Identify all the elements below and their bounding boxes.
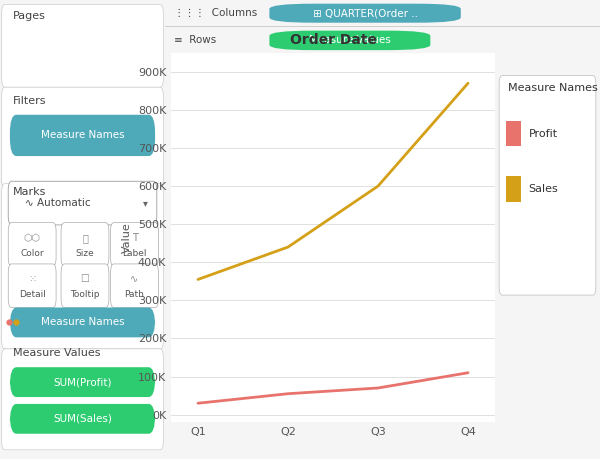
FancyBboxPatch shape bbox=[269, 4, 461, 22]
FancyBboxPatch shape bbox=[269, 31, 430, 50]
Text: ⋮⋮⋮  Columns: ⋮⋮⋮ Columns bbox=[174, 8, 257, 18]
Text: ∿: ∿ bbox=[130, 274, 139, 284]
Text: ▾: ▾ bbox=[143, 198, 148, 208]
FancyBboxPatch shape bbox=[499, 75, 596, 295]
Text: Tooltip: Tooltip bbox=[70, 290, 100, 299]
Text: Measure Values: Measure Values bbox=[309, 35, 391, 45]
Text: Color: Color bbox=[20, 249, 44, 258]
FancyBboxPatch shape bbox=[10, 115, 155, 156]
Text: Profit: Profit bbox=[529, 129, 558, 139]
FancyBboxPatch shape bbox=[2, 184, 163, 349]
Text: ∿ Automatic: ∿ Automatic bbox=[25, 198, 91, 208]
FancyBboxPatch shape bbox=[10, 404, 155, 434]
Y-axis label: Value: Value bbox=[122, 222, 132, 253]
Text: ☐: ☐ bbox=[80, 274, 89, 284]
Text: Measure Names: Measure Names bbox=[41, 318, 124, 327]
FancyBboxPatch shape bbox=[8, 264, 56, 308]
Text: SUM(Sales): SUM(Sales) bbox=[53, 414, 112, 424]
Text: Detail: Detail bbox=[19, 290, 46, 299]
FancyBboxPatch shape bbox=[8, 181, 157, 225]
Text: Size: Size bbox=[76, 249, 94, 258]
Text: Measure Values: Measure Values bbox=[13, 348, 101, 358]
Text: ⬭: ⬭ bbox=[82, 233, 88, 243]
FancyBboxPatch shape bbox=[2, 87, 163, 188]
Text: ≡  Rows: ≡ Rows bbox=[174, 34, 216, 45]
FancyBboxPatch shape bbox=[2, 5, 163, 87]
FancyBboxPatch shape bbox=[61, 223, 109, 266]
Text: Sales: Sales bbox=[529, 184, 559, 194]
Text: Filters: Filters bbox=[13, 95, 47, 106]
FancyBboxPatch shape bbox=[61, 264, 109, 308]
Text: ⊞ QUARTER(Order ..: ⊞ QUARTER(Order .. bbox=[313, 8, 418, 18]
Bar bbox=[505, 121, 521, 146]
Bar bbox=[505, 176, 521, 202]
FancyBboxPatch shape bbox=[110, 223, 158, 266]
FancyBboxPatch shape bbox=[2, 349, 163, 450]
Text: SUM(Profit): SUM(Profit) bbox=[53, 377, 112, 387]
Text: Measure Names: Measure Names bbox=[41, 130, 124, 140]
Text: T: T bbox=[131, 233, 137, 243]
Title: Order Date: Order Date bbox=[290, 34, 377, 47]
FancyBboxPatch shape bbox=[10, 308, 155, 337]
Text: Marks: Marks bbox=[13, 187, 47, 197]
Text: Pages: Pages bbox=[13, 11, 46, 21]
Text: Label: Label bbox=[122, 249, 147, 258]
Text: Path: Path bbox=[125, 290, 145, 299]
Text: ⬡⬡: ⬡⬡ bbox=[23, 233, 41, 243]
FancyBboxPatch shape bbox=[10, 367, 155, 397]
FancyBboxPatch shape bbox=[110, 264, 158, 308]
Text: ⁙: ⁙ bbox=[28, 274, 37, 284]
FancyBboxPatch shape bbox=[8, 223, 56, 266]
Text: Measure Names: Measure Names bbox=[508, 83, 598, 93]
